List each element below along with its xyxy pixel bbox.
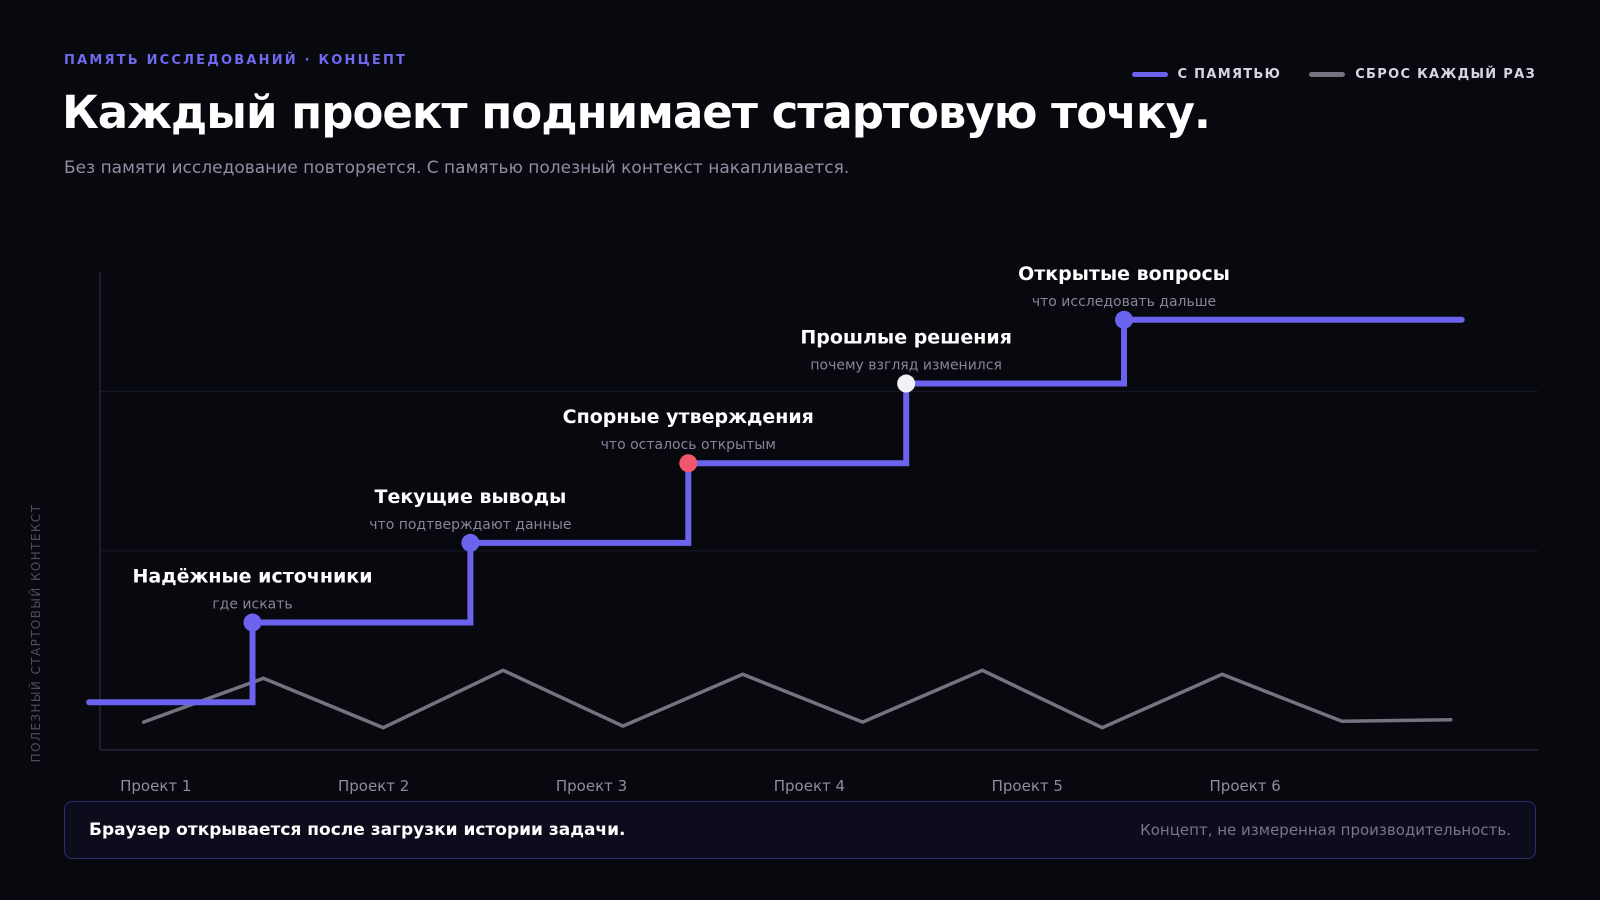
axis-layer: Проект 1 Проект 2 Проект 3 Проект 4 Проект 5… <box>99 272 1538 795</box>
legend-item-reset: СБРОС КАЖДЫЙ РАЗ <box>1309 67 1536 82</box>
grid-layer <box>100 391 1538 552</box>
legend-swatch-memory <box>1131 72 1168 77</box>
footer-banner: Браузер открывается после загрузки истор… <box>64 801 1536 859</box>
series-layer <box>86 316 1465 730</box>
footer-main-text: Браузер открывается после загрузки истор… <box>89 820 626 840</box>
milestone-point <box>461 533 480 552</box>
step-chart: Проект 1 Проект 2 Проект 3 Проект 4 Проект 5… <box>86 263 1538 795</box>
milestone-caption: где искать <box>212 597 292 613</box>
milestone-caption: что осталось открытым <box>601 437 776 453</box>
x-tick-label: Проект 4 <box>774 777 845 795</box>
milestone-point <box>1115 310 1134 329</box>
marker-layer <box>243 310 1134 632</box>
milestone-title: Открытые вопросы <box>1018 263 1230 285</box>
legend-label-reset: СБРОС КАЖДЫЙ РАЗ <box>1355 67 1536 82</box>
x-tick-label: Проект 1 <box>120 777 191 795</box>
legend-swatch-reset <box>1309 72 1346 77</box>
milestone-point <box>243 613 262 632</box>
chart-legend: С ПАМЯТЬЮ СБРОС КАЖДЫЙ РАЗ <box>1131 67 1536 82</box>
milestone-point <box>897 374 916 393</box>
series-line-reset <box>141 668 1453 730</box>
milestone-title: Надёжные источники <box>133 566 373 588</box>
eyebrow-label: ПАМЯТЬ ИССЛЕДОВАНИЙ · КОНЦЕПТ <box>64 53 408 68</box>
x-tick-label: Проект 6 <box>1210 777 1281 795</box>
x-tick-label: Проект 2 <box>338 777 409 795</box>
page-title: Каждый проект поднимает стартовую точку. <box>62 86 1211 139</box>
x-tick-label: Проект 5 <box>992 777 1063 795</box>
legend-label-memory: С ПАМЯТЬЮ <box>1177 67 1282 82</box>
milestone-caption: что подтверждают данные <box>369 517 571 533</box>
series-line-memory <box>86 316 1465 706</box>
milestone-title: Прошлые решения <box>800 327 1012 349</box>
milestone-caption: почему взгляд изменился <box>810 358 1002 374</box>
footer-note-text: Концепт, не измеренная производительност… <box>1140 821 1511 839</box>
page-subtitle: Без памяти исследование повторяется. С п… <box>64 158 850 178</box>
milestone-title: Спорные утверждения <box>563 406 814 428</box>
x-tick-label: Проект 3 <box>556 777 627 795</box>
milestone-point <box>679 454 698 473</box>
milestone-title: Текущие выводы <box>375 486 567 508</box>
legend-item-memory: С ПАМЯТЬЮ <box>1131 67 1282 82</box>
label-layer: Надёжные источники где искать Текущие выво… <box>133 263 1230 613</box>
milestone-caption: что исследовать дальше <box>1032 294 1216 310</box>
